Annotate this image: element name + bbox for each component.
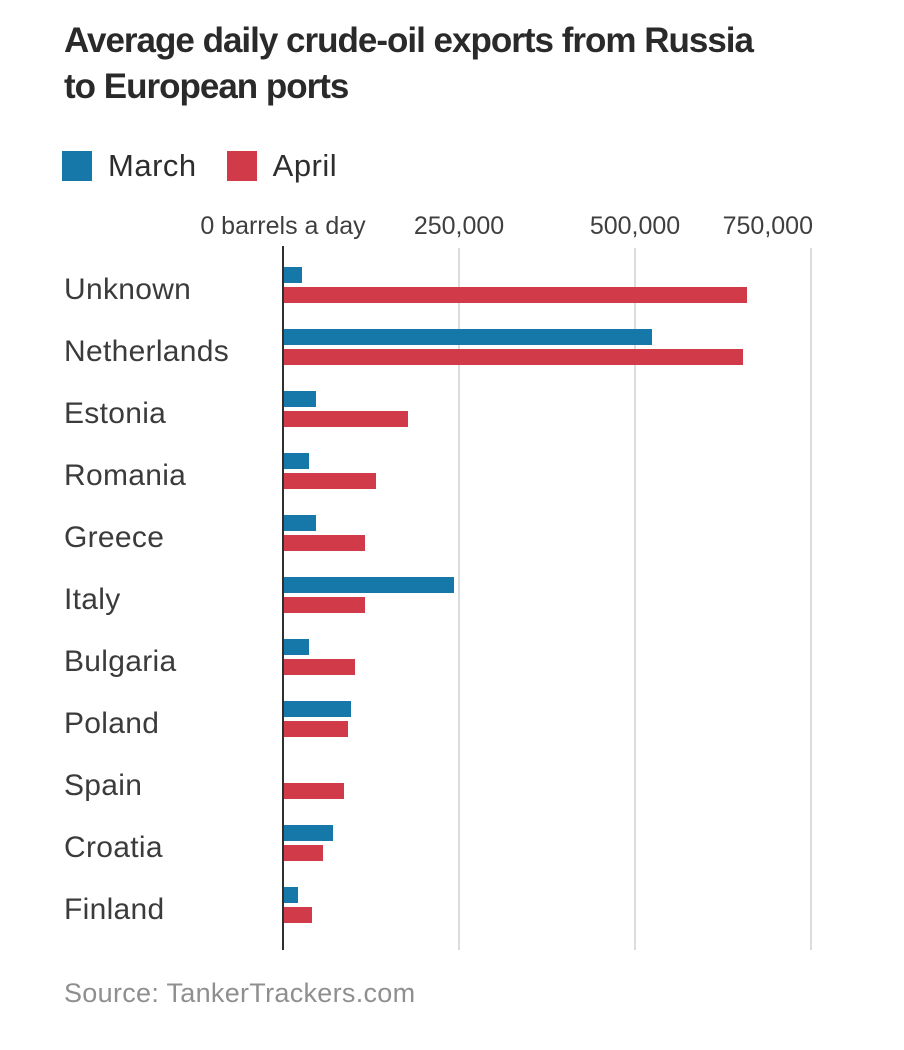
- axis-tick-label-0: 0 barrels a day: [200, 212, 366, 240]
- axis-tick-label-250000: 250,000: [413, 212, 505, 240]
- april-color-swatch: [226, 151, 257, 181]
- bar-april-finland: [284, 907, 312, 923]
- bar-april-netherlands: [284, 349, 743, 365]
- axis-tick-label-750000: 750,000: [722, 212, 813, 240]
- bar-april-romania: [284, 473, 376, 489]
- category-label-finland: Finland: [64, 893, 165, 926]
- bar-april-estonia: [284, 411, 408, 427]
- bar-april-greece: [284, 535, 365, 551]
- bar-march-estonia: [284, 391, 316, 407]
- bar-april-poland: [284, 721, 348, 737]
- legend-label-march: March: [108, 148, 197, 183]
- bar-march-unknown: [284, 267, 302, 283]
- bar-march-italy: [284, 577, 454, 593]
- bar-april-italy: [284, 597, 365, 613]
- chart-title: Average daily crude-oil exports from Rus…: [64, 18, 754, 110]
- legend-item-april: April: [226, 148, 338, 184]
- category-label-poland: Poland: [64, 707, 160, 740]
- category-label-unknown: Unknown: [64, 273, 192, 306]
- category-label-italy: Italy: [64, 583, 121, 616]
- bar-april-bulgaria: [284, 659, 355, 675]
- category-label-estonia: Estonia: [64, 397, 167, 430]
- bar-april-croatia: [284, 845, 323, 861]
- source-attribution: Source: TankerTrackers.com: [64, 978, 416, 1008]
- category-label-bulgaria: Bulgaria: [64, 645, 177, 678]
- gridline-750000: [810, 248, 812, 950]
- bar-april-unknown: [284, 287, 747, 303]
- axis-tick-label-500000: 500,000: [589, 212, 681, 240]
- category-label-netherlands: Netherlands: [64, 335, 230, 368]
- gridline-250000: [458, 248, 460, 950]
- bar-april-spain: [284, 783, 344, 799]
- category-label-spain: Spain: [64, 769, 143, 802]
- legend-label-april: April: [272, 148, 338, 183]
- category-label-romania: Romania: [64, 459, 187, 492]
- chart-title-line-1: Average daily crude-oil exports from Rus…: [64, 21, 754, 60]
- category-label-greece: Greece: [64, 521, 165, 554]
- bar-march-romania: [284, 453, 309, 469]
- bar-march-bulgaria: [284, 639, 309, 655]
- legend-item-march: March: [62, 148, 197, 184]
- bar-march-finland: [284, 887, 298, 903]
- bar-march-poland: [284, 701, 351, 717]
- legend: March April: [62, 148, 367, 184]
- bar-march-greece: [284, 515, 316, 531]
- gridline-500000: [634, 248, 636, 950]
- bar-march-croatia: [284, 825, 333, 841]
- y-axis-line: [282, 246, 284, 950]
- chart-title-line-2: to European ports: [64, 67, 349, 106]
- bar-march-netherlands: [284, 329, 652, 345]
- march-color-swatch: [62, 151, 92, 181]
- category-label-croatia: Croatia: [64, 831, 163, 864]
